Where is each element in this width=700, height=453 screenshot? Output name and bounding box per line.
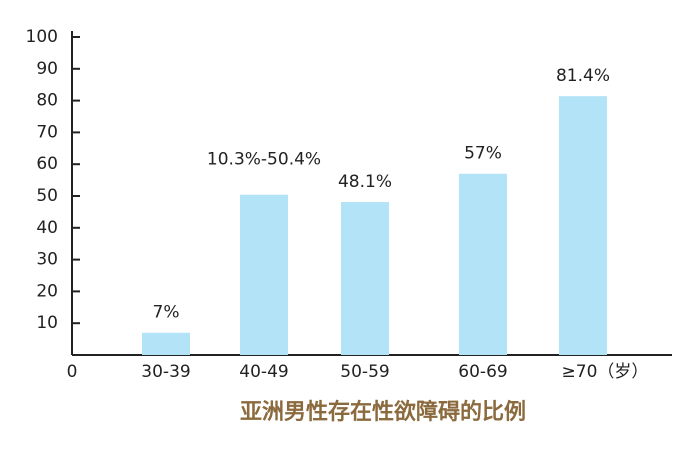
- x-tick-label: 40-49: [239, 362, 288, 382]
- y-tick-label: 90: [36, 59, 58, 79]
- y-tick-label: 80: [36, 91, 58, 111]
- data-label: 10.3%-50.4%: [207, 150, 321, 170]
- y-tick-label: 0: [67, 362, 78, 382]
- x-tick-label: 30-39: [141, 362, 190, 382]
- bar: [341, 202, 389, 355]
- y-tick-label: 40: [36, 218, 58, 238]
- bar: [459, 173, 507, 355]
- y-tick-label: 30: [36, 250, 58, 270]
- y-tick-label: 70: [36, 122, 58, 142]
- y-tick-label: 50: [36, 186, 58, 206]
- chart-title: 亚洲男性存在性欲障碍的比例: [240, 399, 526, 425]
- data-label: 48.1%: [338, 172, 392, 192]
- data-label: 81.4%: [556, 66, 610, 86]
- bar: [142, 332, 190, 355]
- y-tick-label: 60: [36, 154, 58, 174]
- x-tick-label: 50-59: [340, 362, 389, 382]
- x-tick-label: ≥70（岁）: [562, 362, 649, 382]
- data-label: 57%: [464, 144, 502, 164]
- bar: [559, 96, 607, 355]
- bar: [240, 194, 288, 355]
- x-tick-label: 60-69: [458, 362, 507, 382]
- y-tick-label: 100: [26, 27, 58, 47]
- data-label: 7%: [153, 303, 180, 323]
- y-tick-label: 20: [36, 281, 58, 301]
- y-tick-label: 10: [36, 313, 58, 333]
